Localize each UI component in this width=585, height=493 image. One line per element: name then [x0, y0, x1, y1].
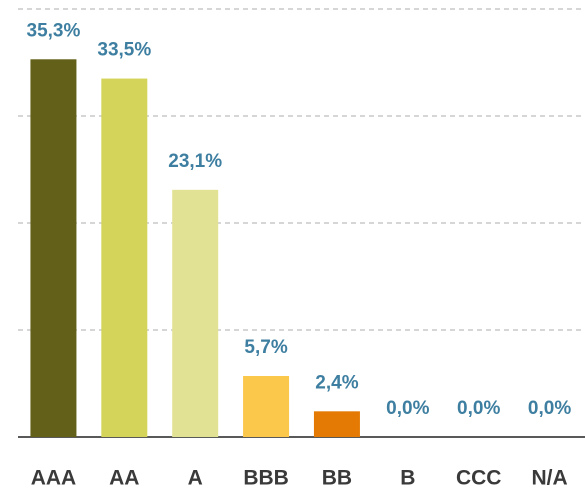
bar: [243, 376, 290, 437]
data-label: 35,3%: [27, 20, 81, 41]
x-tick-label: BBB: [243, 467, 289, 490]
x-tick-label: N/A: [531, 467, 567, 490]
bar: [172, 189, 219, 437]
x-tick-label: AA: [109, 467, 139, 490]
data-label: 5,7%: [244, 337, 287, 358]
data-label: 0,0%: [528, 398, 571, 419]
data-label: 23,1%: [168, 151, 222, 172]
data-label: 2,4%: [315, 372, 358, 393]
bar: [101, 78, 148, 438]
x-tick-label: CCC: [456, 467, 502, 490]
x-tick-label: A: [188, 467, 203, 490]
data-label: 0,0%: [457, 398, 500, 419]
data-label: 33,5%: [97, 40, 151, 61]
x-tick-label: BB: [322, 467, 352, 490]
bar: [30, 59, 77, 437]
x-tick-label: B: [400, 467, 415, 490]
data-label: 0,0%: [386, 398, 429, 419]
bar: [313, 411, 360, 437]
x-tick-label: AAA: [31, 467, 77, 490]
